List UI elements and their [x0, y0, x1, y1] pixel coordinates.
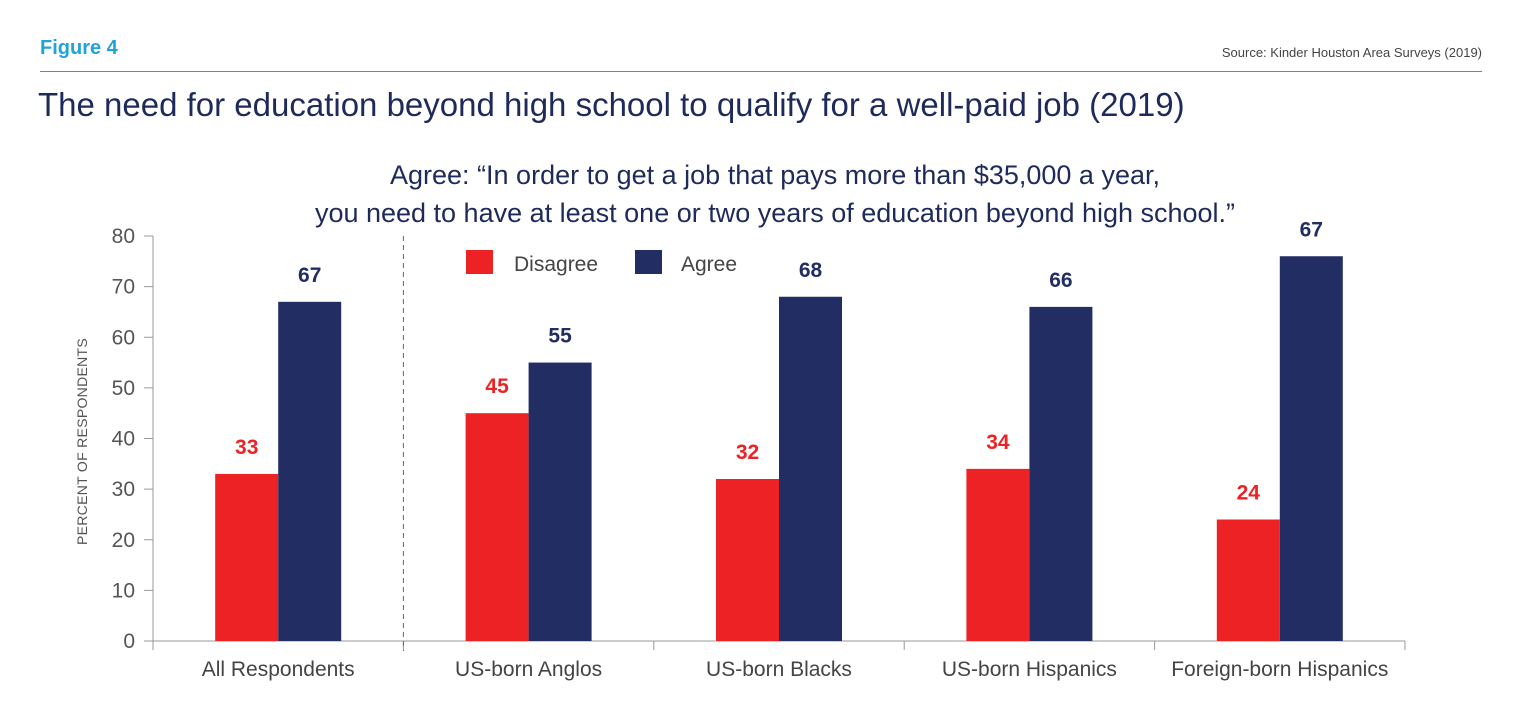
page-title: The need for education beyond high schoo…: [38, 86, 1185, 123]
y-tick-label: 50: [112, 377, 135, 400]
legend-swatch-disagree: [466, 250, 493, 274]
y-tick-label: 30: [112, 478, 135, 501]
legend-swatch-agree: [635, 250, 662, 274]
bar-disagree-5: [1216, 519, 1280, 641]
data-label-disagree-2: 45: [485, 375, 509, 398]
y-tick-label: 60: [112, 326, 135, 349]
category-label: US-born Blacks: [706, 658, 852, 681]
chart-title-line-2: you need to have at least one or two yea…: [314, 198, 1236, 228]
data-label-agree-2: 55: [548, 325, 572, 348]
data-label-disagree-4: 34: [986, 431, 1010, 454]
data-label-disagree-3: 32: [736, 441, 759, 464]
y-axis-label: PERCENT OF RESPONDENTS: [74, 338, 90, 545]
bar-agree-1: [278, 301, 342, 641]
data-label-agree-3: 68: [799, 259, 823, 282]
y-tick-label: 0: [123, 630, 135, 653]
chart-title-line-1: Agree: “In order to get a job that pays …: [390, 160, 1160, 190]
category-label: US-born Anglos: [455, 658, 602, 681]
header-rule: [40, 71, 1482, 72]
data-label-disagree-1: 33: [235, 436, 258, 459]
y-tick-label: 40: [112, 428, 135, 451]
source-note: Source: Kinder Houston Area Surveys (201…: [1221, 45, 1482, 60]
legend-label-disagree: Disagree: [514, 253, 598, 276]
y-tick-label: 80: [112, 225, 135, 248]
bar-disagree-1: [215, 473, 279, 641]
legend-label-agree: Agree: [681, 253, 737, 276]
y-tick-label: 10: [112, 579, 135, 602]
bar-disagree-4: [966, 468, 1030, 641]
bar-disagree-2: [465, 413, 529, 641]
y-tick-label: 20: [112, 529, 135, 552]
data-label-disagree-5: 24: [1237, 482, 1261, 505]
bar-disagree-3: [716, 479, 779, 641]
category-label: US-born Hispanics: [942, 658, 1117, 681]
bar-agree-3: [779, 296, 842, 641]
figure-label: Figure 4: [40, 37, 118, 59]
y-tick-label: 70: [112, 276, 135, 299]
chart-title: Agree: “In order to get a job that pays …: [180, 156, 1370, 232]
bar-agree-4: [1029, 306, 1093, 641]
bar-agree-2: [528, 362, 592, 641]
category-label: All Respondents: [202, 658, 355, 681]
category-label: Foreign-born Hispanics: [1171, 658, 1388, 681]
data-label-agree-4: 66: [1049, 269, 1072, 292]
data-label-agree-1: 67: [298, 264, 321, 287]
bar-agree-5: [1279, 256, 1343, 641]
data-label-agree-5: 67: [1300, 218, 1323, 241]
